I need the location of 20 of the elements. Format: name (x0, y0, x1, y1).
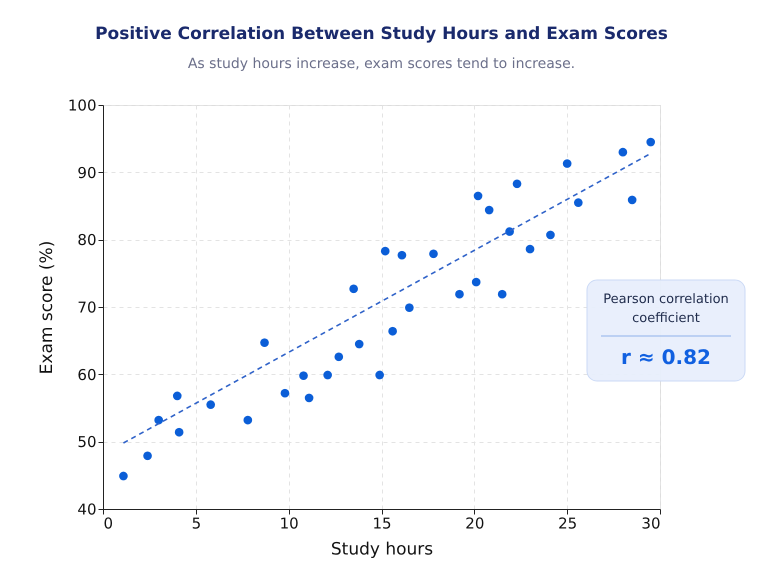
y-tick-label: 90 (77, 164, 96, 182)
x-tick-label: 10 (280, 514, 299, 532)
x-tick-label: 15 (372, 514, 392, 532)
x-tick-label: 0 (104, 514, 114, 532)
y-axis-title: Exam score (%) (36, 240, 57, 374)
y-tick-label: 40 (77, 500, 96, 518)
x-tick-label: 25 (558, 514, 578, 532)
x-axis-title: Study hours (330, 540, 434, 560)
x-tick-label: 5 (192, 514, 202, 532)
chart-subtitle: As study hours increase, exam scores tend to increase. (188, 56, 576, 72)
y-tick-label: 80 (77, 231, 96, 250)
x-tick-label: 30 (641, 514, 660, 532)
x-tick-label: 20 (465, 514, 484, 532)
annotation: Pearson correlation coefficient (603, 292, 729, 326)
y-tick-label: 50 (77, 433, 96, 452)
y-tick-label: 60 (77, 366, 96, 384)
chart-title: Positive Correlation Between Study Hours and Exam Scores (95, 24, 668, 44)
y-tick-label: 70 (77, 298, 96, 316)
y-tick-label: 100 (68, 96, 96, 114)
annotation: r ≈ 0.82 (621, 345, 711, 369)
